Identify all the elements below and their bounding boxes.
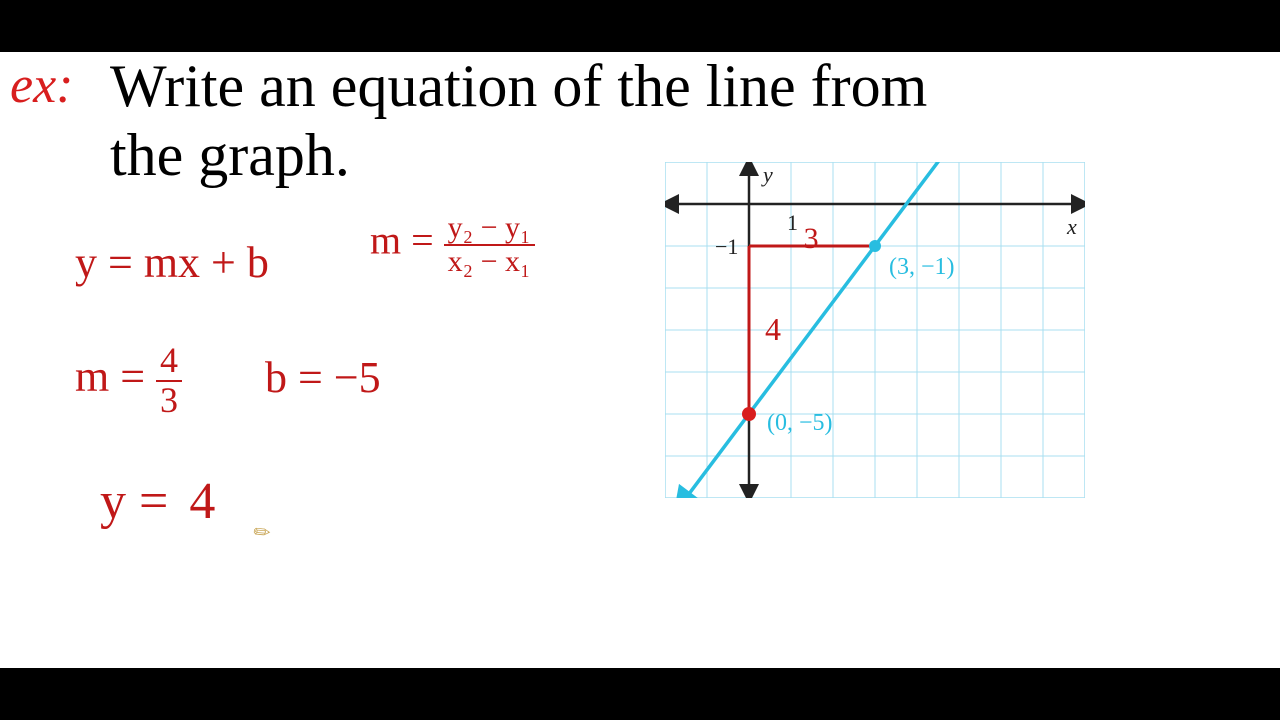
slide-content: ex: Write an equation of the line from t… bbox=[0, 52, 1280, 668]
svg-text:x: x bbox=[1066, 214, 1077, 239]
svg-text:(3, −1): (3, −1) bbox=[889, 254, 955, 280]
slope-fraction: y₂ − y₁ x₂ − x₁ bbox=[444, 212, 535, 277]
svg-text:(0, −5): (0, −5) bbox=[767, 410, 833, 436]
handwritten-b-value: b = −5 bbox=[265, 352, 381, 403]
prompt-line-1: Write an equation of the line from bbox=[110, 53, 927, 119]
m-val-label: m = bbox=[75, 352, 145, 401]
m-label: m = bbox=[370, 218, 434, 263]
final-partial: 4 bbox=[189, 473, 215, 530]
m-den: 3 bbox=[156, 382, 182, 420]
prompt-line-2: the graph. bbox=[110, 122, 350, 188]
svg-text:y: y bbox=[761, 162, 773, 187]
graph-svg: y x 1 −1 4 3 (3, −1) (0, −5) bbox=[665, 162, 1085, 498]
svg-text:1: 1 bbox=[787, 210, 798, 235]
handwritten-slope-intercept-form: y = mx + b bbox=[75, 237, 269, 288]
example-label: ex: bbox=[10, 56, 73, 115]
handwritten-final-equation: y = 4 bbox=[100, 472, 215, 531]
m-fraction: 4 3 bbox=[156, 342, 182, 420]
handwritten-m-value: m = 4 3 bbox=[75, 342, 182, 420]
m-num: 4 bbox=[156, 342, 182, 382]
svg-text:3: 3 bbox=[804, 222, 819, 255]
slope-num: y₂ − y₁ bbox=[444, 212, 535, 246]
slope-den: x₂ − x₁ bbox=[444, 246, 535, 278]
svg-text:4: 4 bbox=[765, 311, 781, 347]
final-y: y = bbox=[100, 473, 168, 530]
coordinate-graph: y x 1 −1 4 3 (3, −1) (0, −5) bbox=[665, 162, 1085, 562]
pencil-icon: ✎ bbox=[248, 518, 277, 548]
eq-form-text: y = mx + b bbox=[75, 238, 269, 287]
handwritten-slope-formula: m = y₂ − y₁ x₂ − x₁ bbox=[370, 212, 535, 277]
svg-text:−1: −1 bbox=[715, 234, 738, 259]
